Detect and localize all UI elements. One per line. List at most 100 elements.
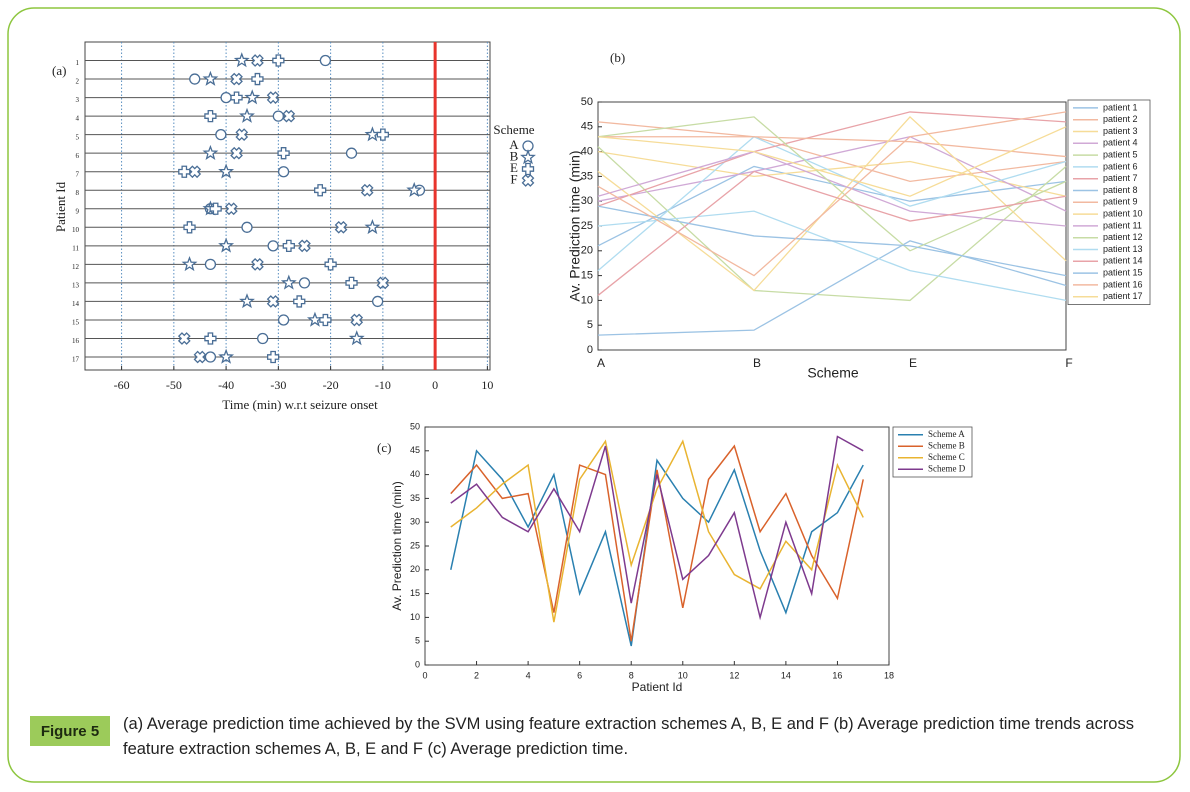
- marker-cross: [235, 128, 249, 142]
- marker-circle: [277, 166, 290, 178]
- legend-label: patient 15: [1103, 267, 1143, 277]
- marker-cross: [251, 258, 264, 271]
- marker-plus: [251, 72, 264, 86]
- marker-plus: [204, 109, 217, 123]
- legend-label: patient 7: [1103, 173, 1138, 183]
- legend-label: E: [510, 160, 518, 175]
- marker-cross: [350, 313, 364, 327]
- marker-star: [202, 144, 219, 160]
- y-tick-label: 50: [410, 421, 420, 431]
- y-tick-label: 35: [581, 170, 593, 182]
- marker-circle: [319, 54, 332, 67]
- series-line: [597, 116, 1067, 252]
- marker-star: [239, 293, 255, 309]
- marker-plus: [345, 276, 358, 290]
- x-tick-label: 10: [481, 378, 493, 392]
- y-tick-label: 16: [72, 337, 80, 345]
- series-line: [597, 135, 1067, 272]
- y-tick-label: 6: [76, 152, 80, 160]
- y-tick-label: 30: [410, 517, 420, 527]
- x-tick-label: F: [1065, 356, 1072, 370]
- y-tick-label: 7: [76, 170, 80, 178]
- y-tick-label: 25: [581, 220, 593, 232]
- series-line: [450, 439, 864, 623]
- marker-plus: [324, 258, 337, 271]
- series-line: [597, 146, 1067, 302]
- marker-cross: [224, 202, 238, 216]
- marker-plus: [178, 165, 191, 178]
- figure-caption: (a) Average prediction time achieved by …: [123, 715, 1134, 758]
- y-tick-label: 9: [76, 207, 80, 215]
- x-axis-label: Scheme: [807, 365, 859, 381]
- marker-plus: [266, 350, 280, 364]
- series-line: [597, 150, 1067, 197]
- y-tick-label: 30: [581, 195, 593, 207]
- series-line: [597, 121, 1067, 183]
- series-line: [450, 449, 864, 647]
- marker-circle: [204, 258, 217, 271]
- y-tick-label: 15: [581, 270, 593, 282]
- x-axis-label: Patient Id: [632, 680, 683, 694]
- legend-label: patient 1: [1103, 102, 1138, 112]
- series-line: [597, 240, 1067, 336]
- figure-label: Figure 5: [30, 716, 110, 746]
- panel-label: (b): [610, 50, 625, 65]
- panel-label: (c): [377, 440, 391, 455]
- marker-plus: [314, 184, 327, 197]
- marker-plus: [209, 202, 222, 215]
- marker-star: [218, 348, 235, 364]
- x-tick-label: B: [753, 356, 761, 370]
- y-tick-label: 10: [581, 294, 593, 306]
- x-tick-label: 2: [474, 670, 479, 680]
- y-axis-label: Av. Prediction time (min): [567, 150, 583, 301]
- series-line: [597, 150, 1067, 227]
- marker-cross: [177, 332, 191, 345]
- y-tick-label: 2: [76, 78, 80, 86]
- series-line: [597, 111, 1067, 207]
- x-tick-label: 6: [577, 670, 582, 680]
- series-line: [597, 111, 1067, 277]
- y-tick-label: 35: [410, 493, 420, 503]
- legend-label: patient 16: [1103, 279, 1143, 289]
- marker-star: [239, 107, 255, 123]
- marker-cross: [188, 165, 202, 179]
- x-tick-label: -40: [218, 378, 234, 392]
- marker-circle: [215, 129, 227, 141]
- marker-cross: [360, 183, 374, 197]
- series-line: [450, 435, 864, 621]
- y-tick-label: 15: [72, 319, 80, 327]
- legend-label: B: [510, 148, 519, 163]
- y-tick-label: 4: [76, 115, 80, 123]
- series-line: [597, 136, 1067, 212]
- panel-label: (a): [52, 63, 66, 78]
- marker-star: [218, 163, 235, 179]
- page-border: [7, 7, 1181, 783]
- x-axis-label: Time (min) w.r.t seizure onset: [222, 397, 378, 412]
- legend-label: patient 3: [1103, 126, 1138, 136]
- y-tick-label: 8: [76, 189, 80, 197]
- legend-label: patient 17: [1103, 291, 1143, 301]
- y-tick-label: 20: [581, 245, 593, 257]
- y-tick-label: 45: [410, 445, 420, 455]
- marker-plus: [277, 147, 290, 160]
- x-tick-label: 10: [678, 670, 688, 680]
- marker-cross: [230, 146, 243, 160]
- legend-label: patient 9: [1103, 197, 1138, 207]
- marker-star: [364, 218, 381, 235]
- y-tick-label: 40: [410, 469, 420, 479]
- marker-cross: [521, 174, 535, 187]
- marker-cross: [266, 295, 280, 308]
- legend-label: patient 14: [1103, 256, 1143, 266]
- legend-label: Scheme A: [928, 429, 965, 439]
- legend-label: patient 4: [1103, 138, 1138, 148]
- marker-plus: [183, 221, 196, 234]
- legend-label: patient 8: [1103, 185, 1138, 195]
- marker-star: [202, 70, 219, 86]
- marker-circle: [272, 110, 285, 122]
- marker-cross: [298, 239, 311, 253]
- marker-circle: [189, 73, 201, 85]
- marker-cross: [230, 72, 243, 86]
- x-tick-label: 14: [781, 670, 791, 680]
